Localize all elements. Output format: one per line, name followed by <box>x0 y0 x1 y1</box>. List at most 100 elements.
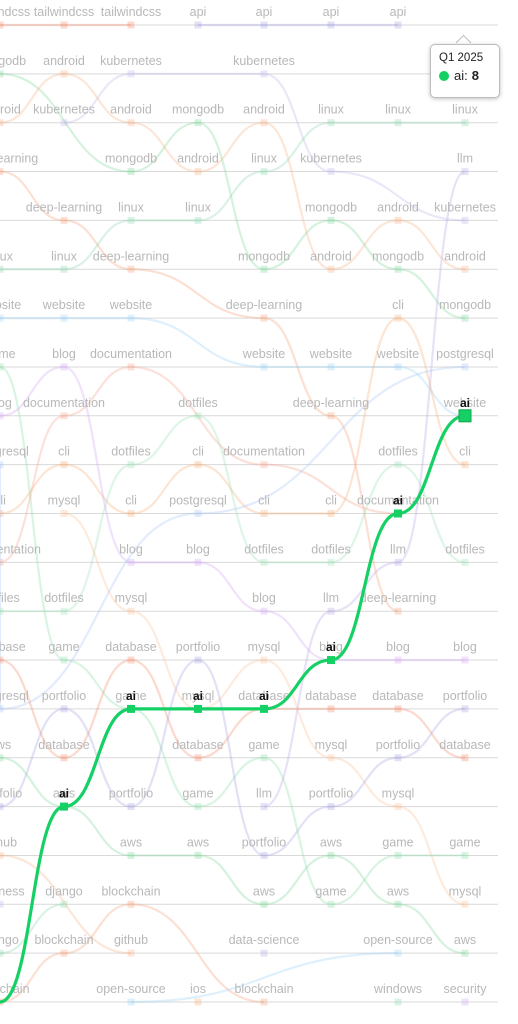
series-marker-portfolio <box>394 754 402 762</box>
series-line-cli <box>0 316 466 515</box>
series-marker-django <box>60 900 68 908</box>
series-marker-linux <box>461 119 469 127</box>
series-line-ai[interactable] <box>0 414 466 1004</box>
rank-label: kubernetes <box>33 103 95 117</box>
series-marker-ai[interactable] <box>127 704 135 713</box>
rank-label: aws <box>454 933 476 947</box>
series-marker-tailwindcss <box>0 21 4 29</box>
tooltip: Q1 2025 ai: 8 <box>430 44 500 98</box>
series-marker-blog <box>394 656 402 664</box>
series-marker-database <box>194 754 202 762</box>
series-marker-android <box>394 216 402 224</box>
series-marker-aws <box>461 949 469 957</box>
rank-label: blog <box>186 542 210 556</box>
series-marker-aws <box>127 851 135 859</box>
rank-label: aws <box>253 884 275 898</box>
series-marker-ai[interactable] <box>458 409 472 423</box>
highlighted-series[interactable]: ai ai ai ai ai ai ai <box>0 396 472 1004</box>
rank-label: documentation <box>223 445 305 459</box>
rank-label: postgresql <box>169 494 227 508</box>
rank-label: postgresql <box>0 445 29 459</box>
series-marker-kubernetes <box>260 70 268 78</box>
rank-label: deep-learning <box>293 396 369 410</box>
rank-label: llm <box>323 591 339 605</box>
series-label-ai: ai <box>59 787 69 801</box>
series-marker-mongodb <box>194 119 202 127</box>
rank-label: ios <box>190 982 206 996</box>
rank-label: linux <box>251 152 277 166</box>
rank-label: blockchain <box>34 933 93 947</box>
series-marker-ai[interactable] <box>327 656 335 665</box>
series-marker-blog <box>127 558 135 566</box>
series-label-ai: ai <box>259 689 269 703</box>
rank-label: api <box>390 5 407 19</box>
series-marker-ai[interactable] <box>394 509 402 518</box>
rank-label: tailwindcss <box>34 5 94 19</box>
rank-label: mysql <box>48 494 81 508</box>
series-marker-game <box>0 363 4 371</box>
rank-label: open-source <box>96 982 166 996</box>
series-marker-portfolio <box>0 803 4 811</box>
series-marker-aws <box>327 851 335 859</box>
rank-label: database <box>238 689 289 703</box>
series-marker-dotfiles <box>127 461 135 469</box>
rank-label: llm <box>457 152 473 166</box>
rank-label: aws <box>53 787 75 801</box>
rank-label: game <box>182 787 213 801</box>
series-marker-linux <box>127 216 135 224</box>
series-marker-android <box>461 265 469 273</box>
rank-label: blog <box>252 591 276 605</box>
rank-label: mongodb <box>439 298 491 312</box>
series-marker-api <box>327 21 335 29</box>
series-line-database <box>0 658 466 759</box>
rank-label: website <box>109 298 152 312</box>
series-marker-deep-learning <box>327 412 335 420</box>
rank-label: android <box>43 54 85 68</box>
rank-label: cli <box>58 445 70 459</box>
series-marker-django <box>0 949 4 957</box>
series-line-llm <box>263 170 466 808</box>
series-marker-aws <box>260 900 268 908</box>
rank-label: website <box>0 298 21 312</box>
rank-label: mysql <box>248 640 281 654</box>
series-marker-mongodb <box>260 265 268 273</box>
rank-label: blog <box>119 542 143 556</box>
series-marker-portfolio <box>461 705 469 713</box>
rank-label: llm <box>390 542 406 556</box>
series-marker-postgresql <box>461 363 469 371</box>
series-marker-cli <box>461 461 469 469</box>
series-marker-website <box>394 363 402 371</box>
rank-label: github <box>114 933 148 947</box>
series-marker-database <box>60 754 68 762</box>
series-marker-ai[interactable] <box>194 704 202 713</box>
series-marker-ai[interactable] <box>260 704 268 713</box>
tooltip-period: Q1 2025 <box>439 52 484 64</box>
series-marker-android <box>194 168 202 176</box>
rank-label: website <box>42 298 85 312</box>
series-marker-llm <box>461 168 469 176</box>
rank-label: kubernetes <box>300 152 362 166</box>
rank-label: blockchain <box>0 982 30 996</box>
series-marker-postgresql <box>0 705 4 713</box>
series-marker-blog <box>461 656 469 664</box>
series-marker-ai[interactable] <box>60 802 68 811</box>
rank-label: deep-learning <box>0 152 38 166</box>
rank-label: database <box>38 738 89 752</box>
rank-label: cli <box>392 298 404 312</box>
rank-labels: tailwindcss tailwindcss tailwindcss api api a… <box>0 5 496 996</box>
series-marker-tailwindcss <box>127 21 135 29</box>
series-marker-security <box>461 998 469 1006</box>
series-marker-mysql <box>60 510 68 517</box>
rank-label: kubernetes <box>434 200 496 214</box>
rank-label: mongodb <box>372 249 424 263</box>
series-line-kubernetes <box>63 72 466 222</box>
rank-label: windows <box>373 982 422 996</box>
series-marker-postgresql <box>194 510 202 517</box>
series-marker-llm <box>394 558 402 566</box>
rank-label: website <box>309 347 352 361</box>
series-line-github <box>0 854 132 955</box>
series-line-open-source <box>130 952 399 1004</box>
series-marker-database <box>394 705 402 713</box>
rank-label: android <box>0 103 21 117</box>
